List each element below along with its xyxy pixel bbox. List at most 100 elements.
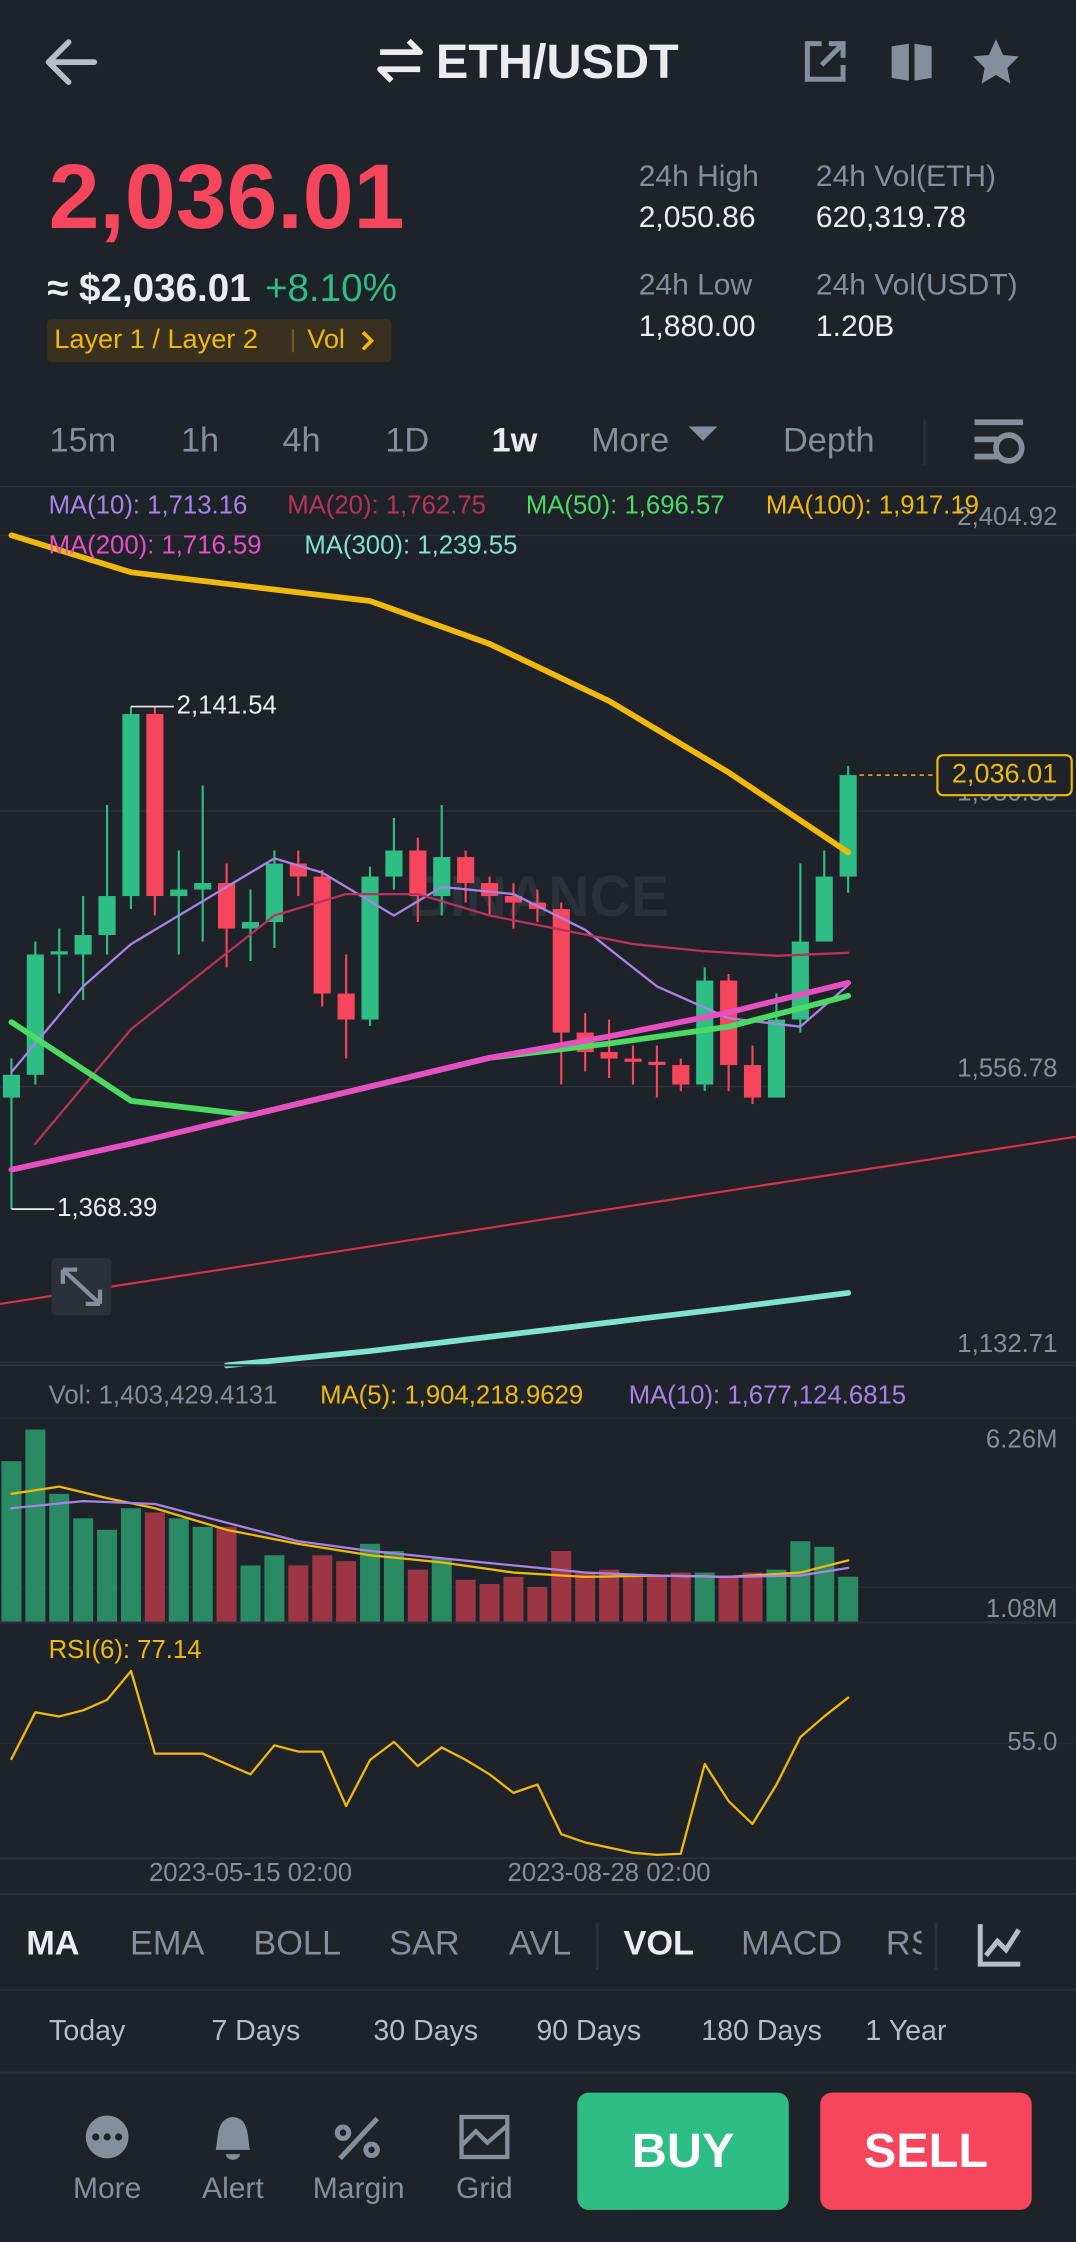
indicator-tab[interactable]: SAR (389, 1925, 459, 1963)
candle-body (648, 1061, 666, 1066)
interval-tab[interactable]: More (591, 421, 669, 459)
legend-entry: MA(200): 1,716.59 (49, 531, 262, 559)
nav-label[interactable]: Margin (313, 2172, 405, 2205)
more-icon-dot (92, 2133, 100, 2141)
interval-tab[interactable]: 15m (50, 421, 117, 459)
volume-bar (838, 1576, 859, 1623)
candle-body (600, 1052, 618, 1059)
volume-bar (97, 1529, 118, 1623)
range-tab[interactable]: 90 Days (536, 2015, 641, 2047)
chart-settings-icon[interactable] (974, 419, 1025, 464)
candle-body (241, 922, 260, 929)
indicator-tab[interactable]: RSI (886, 1925, 943, 1963)
candle-body (504, 896, 523, 903)
indicator-tab[interactable]: MA (26, 1925, 79, 1963)
candle-body (480, 883, 499, 897)
volume-bar (527, 1586, 548, 1623)
candle-body (815, 876, 833, 942)
swap-icon[interactable] (377, 38, 423, 83)
candle-body (457, 857, 475, 884)
fiat-price: ≈ $2,036.01 (47, 267, 251, 310)
tag-chevron (361, 330, 375, 351)
x-tick-label: 2023-08-28 02:00 (508, 1859, 711, 1887)
volume-bar (264, 1555, 285, 1623)
volume-bar (646, 1575, 667, 1623)
nav-label[interactable]: More (73, 2172, 141, 2205)
indicator-tab[interactable]: VOL (624, 1925, 694, 1963)
back-button[interactable] (45, 39, 98, 86)
indicator-tab[interactable]: EMA (130, 1925, 204, 1963)
range-tab[interactable]: 30 Days (373, 2015, 478, 2047)
indicator-tab[interactable]: MACD (741, 1925, 842, 1963)
volume-bar (670, 1572, 691, 1623)
volume-bar (312, 1555, 333, 1623)
stat-value: 1.20B (816, 310, 894, 343)
interval-tab[interactable]: Depth (783, 421, 874, 459)
y-tick-label: 2,404.92 (957, 503, 1057, 531)
rsi-chart: 55.0 RSI(6): 77.14 (0, 1636, 1076, 1857)
range-tab[interactable]: Today (49, 2015, 126, 2047)
stat-label: 24h High (639, 160, 759, 193)
volume-bar (814, 1546, 835, 1623)
volume-bar (694, 1572, 715, 1623)
legend-entry: MA(10): 1,677,124.6815 (629, 1382, 906, 1410)
stat-value: 2,050.86 (639, 201, 756, 234)
candle-body (122, 714, 140, 897)
book-icon[interactable] (891, 43, 932, 81)
interval-tab[interactable]: 1D (385, 421, 429, 459)
volume-bar (479, 1584, 500, 1623)
volume-bar (742, 1572, 763, 1623)
grid-icon[interactable] (459, 2114, 510, 2160)
favorite-icon[interactable] (973, 39, 1019, 84)
range-tab[interactable]: 7 Days (211, 2015, 300, 2047)
price-line: ≈ $2,036.01 +8.10% (47, 267, 397, 310)
nav-label[interactable]: Grid (456, 2172, 513, 2205)
nav-label[interactable]: Alert (202, 2172, 264, 2205)
watermark: BINANCE (409, 865, 669, 929)
indicator-tab[interactable]: AVL (509, 1925, 571, 1963)
legend-entry: MA(100): 1,917.19 (766, 491, 979, 519)
y-tick-label: 6.26M (986, 1426, 1057, 1454)
legend-entry: MA(5): 1,904,218.9629 (320, 1382, 583, 1410)
candle-body (791, 941, 809, 1020)
interval-tab[interactable]: 1w (492, 421, 538, 459)
volume-bar (49, 1493, 70, 1623)
candle-body (50, 951, 68, 955)
volume-bar (407, 1569, 428, 1623)
candle-body (409, 850, 427, 897)
indicator-settings-icon[interactable] (977, 1924, 1021, 1967)
alert-icon[interactable] (215, 2116, 251, 2160)
buy-button[interactable] (577, 2092, 789, 2210)
candle-body (361, 876, 379, 1020)
volume-bar (168, 1518, 189, 1623)
margin-icon[interactable] (334, 2116, 380, 2161)
range-tab[interactable]: 180 Days (701, 2015, 822, 2047)
volume-bar (431, 1558, 452, 1623)
candle-body (194, 883, 212, 890)
candle-body (2, 1074, 21, 1098)
y-tick-label: 55.0 (1007, 1728, 1057, 1756)
last-price: 2,036.01 (49, 146, 405, 248)
volume-bar (622, 1575, 643, 1623)
volume-bar (455, 1579, 476, 1623)
volume-bar (599, 1569, 620, 1623)
volume-ma-line (10, 1499, 850, 1578)
indicator-tabs: MA EMA BOLL SAR AVL VOL MACD RSI (26, 1925, 943, 1963)
volume-bar (240, 1565, 261, 1623)
x-tick-label: 2023-05-15 02:00 (149, 1859, 352, 1887)
candle-body (170, 889, 188, 897)
interval-tab[interactable]: 1h (181, 421, 219, 459)
volume-bar (144, 1512, 165, 1623)
legend-entry: MA(50): 1,696.57 (526, 491, 725, 519)
ma-line (223, 1290, 852, 1369)
indicator-tab[interactable]: BOLL (253, 1925, 341, 1963)
sell-button[interactable] (820, 2092, 1032, 2210)
range-tab[interactable]: 1 Year (865, 2015, 947, 2047)
share-icon[interactable] (804, 41, 846, 82)
candle-body (385, 850, 403, 877)
volume-bar (718, 1575, 739, 1623)
tag-badge[interactable] (47, 319, 392, 363)
interval-tab[interactable]: 4h (282, 421, 320, 459)
volume-bar (192, 1526, 213, 1623)
fullscreen-icon[interactable] (51, 1258, 112, 1316)
